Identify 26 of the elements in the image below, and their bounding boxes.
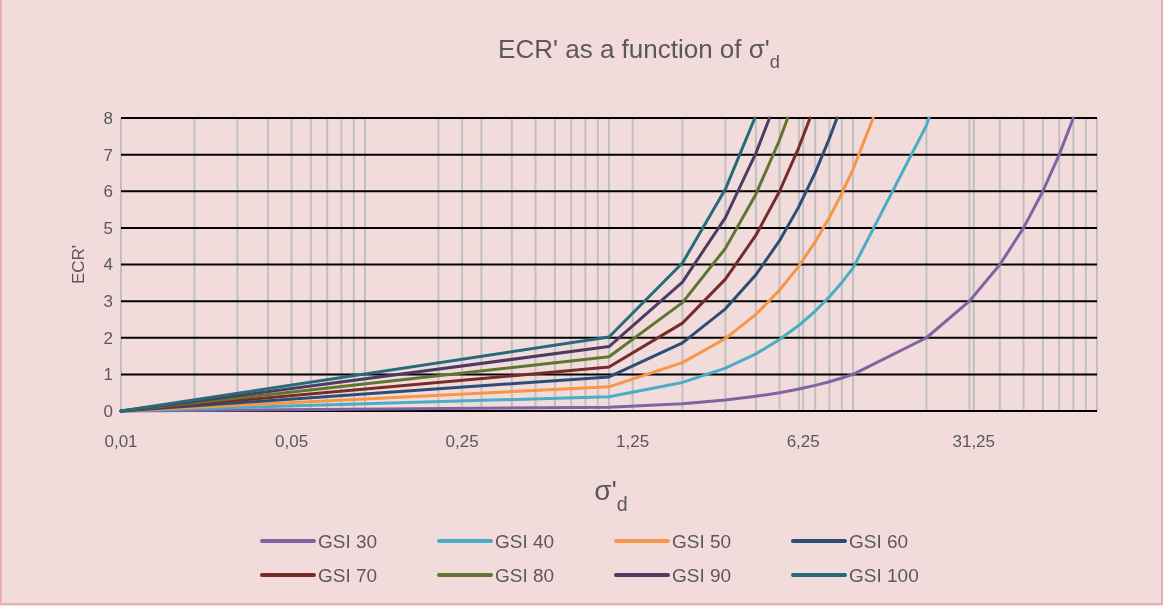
y-tick-label: 6: [103, 182, 113, 202]
x-tick-label: 0,25: [445, 432, 479, 451]
legend-label: GSI 70: [318, 564, 378, 586]
y-tick-label: 1: [103, 365, 113, 385]
x-tick-label: 1,25: [616, 432, 650, 451]
legend-label: GSI 40: [495, 530, 555, 552]
y-axis-title: ECR': [69, 244, 88, 285]
y-tick-label: 2: [103, 328, 113, 348]
y-tick-label: 4: [103, 255, 113, 275]
x-axis-title: σ'$_{d}$: [594, 475, 628, 515]
legend-label: GSI 60: [849, 530, 909, 552]
y-tick-label: 7: [103, 145, 113, 165]
chart-title: ECR' as a function of σ'$_{d}$: [498, 34, 780, 72]
x-tick-label: 6,25: [786, 432, 820, 451]
y-tick-label: 0: [103, 401, 113, 421]
legend-label: GSI 100: [849, 564, 919, 586]
x-tick-label: 0,05: [275, 432, 309, 451]
legend-label: GSI 50: [672, 530, 732, 552]
legend-label: GSI 30: [318, 530, 378, 552]
x-tick-label: 31,25: [952, 432, 996, 451]
x-tick-label: 0,01: [104, 432, 138, 451]
legend-label: GSI 90: [672, 564, 732, 586]
legend-label: GSI 80: [495, 564, 555, 586]
y-tick-label: 3: [103, 292, 113, 312]
y-tick-label: 8: [103, 108, 113, 128]
y-tick-label: 5: [103, 218, 113, 238]
